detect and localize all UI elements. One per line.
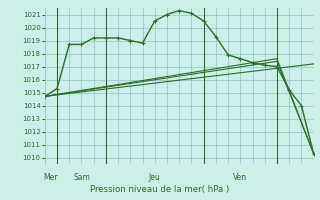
Text: Pression niveau de la mer( hPa ): Pression niveau de la mer( hPa ): [90, 185, 230, 194]
Text: Mer: Mer: [44, 173, 58, 182]
Text: Jeu: Jeu: [149, 173, 161, 182]
Text: Ven: Ven: [233, 173, 247, 182]
Text: Sam: Sam: [73, 173, 90, 182]
